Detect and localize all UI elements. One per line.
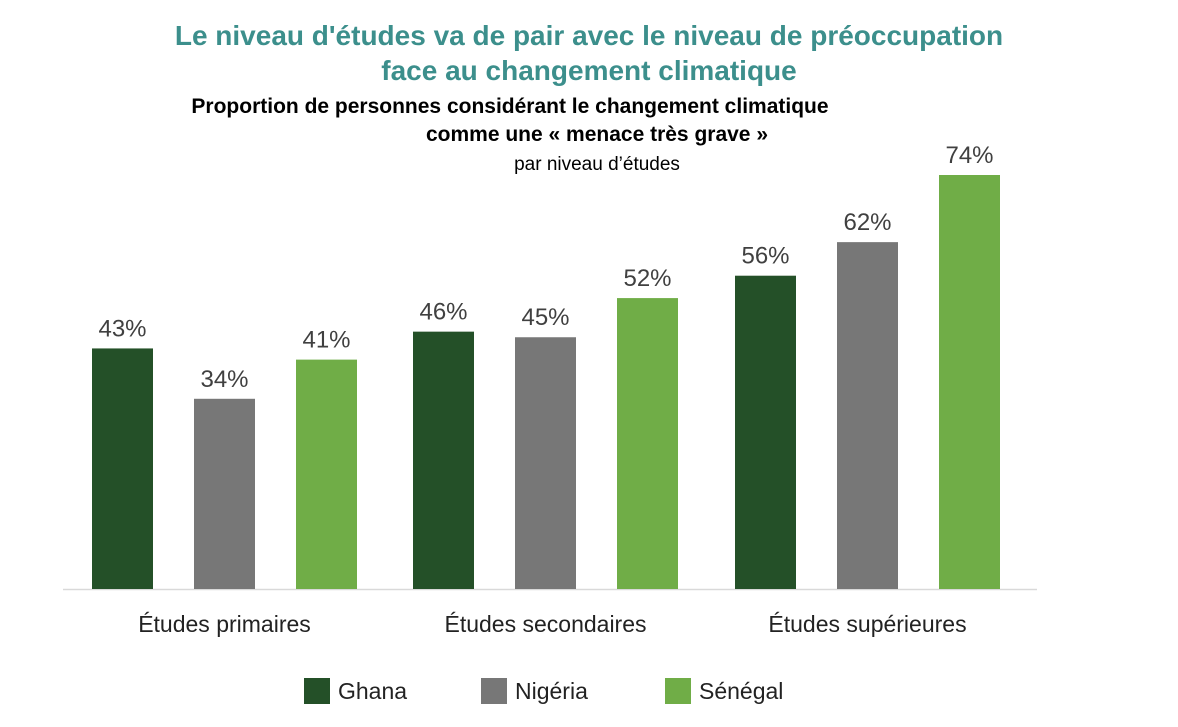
legend-label: Nigéria [515, 677, 588, 704]
data-label: 45% [521, 304, 569, 331]
legend-item-ghana: Ghana [304, 676, 407, 706]
data-label: 62% [843, 209, 891, 236]
legend-swatch [481, 678, 507, 704]
data-label: 43% [98, 315, 146, 342]
data-label: 41% [302, 327, 350, 354]
x-tick-label: Études secondaires [444, 611, 646, 637]
chart-subtitle-line-2: comme une « menace très grave » [425, 123, 768, 146]
chart-title-line-1: Le niveau d'études va de pair avec le ni… [174, 20, 1004, 51]
data-label: 46% [419, 299, 467, 326]
data-label: 56% [741, 243, 789, 270]
bar-sénégal-1 [296, 359, 357, 589]
legend-item-sénégal: Sénégal [665, 676, 783, 706]
bar-ghana-2 [413, 331, 474, 589]
chart-subtitle-line-1: Proportion de personnes considérant le c… [191, 95, 829, 118]
legend-item-nigéria: Nigéria [481, 676, 588, 706]
data-label: 34% [200, 366, 248, 393]
data-label: 74% [945, 142, 993, 169]
bar-sénégal-2 [617, 298, 678, 589]
chart-title-line-2: face au changement climatique [381, 55, 797, 86]
x-tick-label: Études primaires [138, 611, 311, 637]
bar-sénégal-3 [939, 175, 1000, 589]
bar-nigéria-1 [194, 398, 255, 589]
bar-ghana-1 [92, 348, 153, 589]
bar-ghana-3 [735, 275, 796, 589]
bar-nigéria-3 [837, 242, 898, 589]
data-label: 52% [623, 265, 671, 292]
bar-nigéria-2 [515, 337, 576, 589]
legend-swatch [665, 678, 691, 704]
legend-label: Sénégal [699, 677, 784, 704]
legend-swatch [304, 678, 330, 704]
legend-label: Ghana [338, 677, 408, 704]
x-tick-label: Études supérieures [768, 611, 966, 637]
chart-subtitle-line-3: par niveau d’études [514, 154, 680, 175]
